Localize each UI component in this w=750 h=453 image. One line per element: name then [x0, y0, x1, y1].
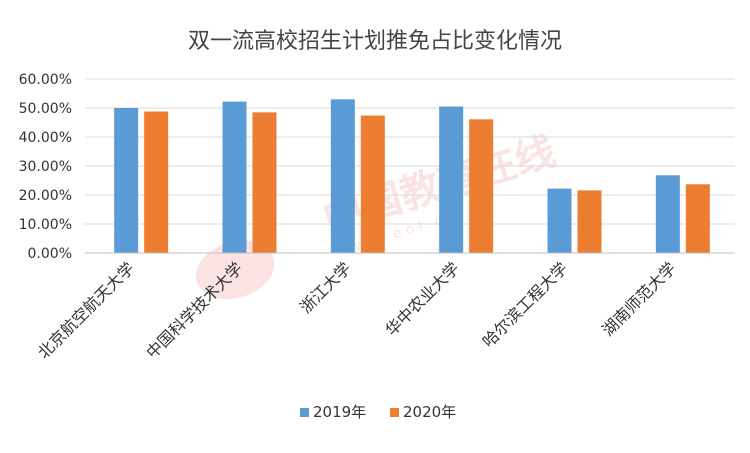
legend-swatch [390, 408, 399, 417]
legend-label: 2020年 [403, 403, 456, 421]
bar-series-1 [222, 101, 247, 254]
bars [114, 99, 710, 254]
legend-label: 2019年 [313, 403, 366, 421]
x-category-label: 北京航空航天大学 [34, 258, 138, 362]
y-tick-label: 60.00% [19, 72, 72, 88]
x-axis-categories: 北京航空航天大学 中国科学技术大学 浙江大学 华中农业大学 哈尔滨工程大学 湖南师范大学 [34, 258, 680, 362]
x-category-label: 哈尔滨工程大学 [479, 258, 572, 351]
y-tick-label: 50.00% [19, 101, 72, 117]
bar-series-1 [114, 108, 139, 253]
y-tick-label: 40.00% [19, 130, 72, 146]
y-tick-label: 0.00% [28, 246, 72, 262]
bar-series-1 [439, 106, 464, 253]
bar-series-2 [144, 111, 169, 253]
x-category-label: 华中农业大学 [382, 258, 463, 339]
y-tick-label: 20.00% [19, 188, 72, 204]
bar-series-1 [330, 99, 355, 253]
bar-series-2 [360, 115, 385, 253]
legend-swatch [300, 408, 309, 417]
y-tick-label: 10.00% [19, 217, 72, 233]
chart-title: 双一流高校招生计划推免占比变化情况 [188, 29, 562, 54]
bar-series-1 [547, 188, 572, 253]
bar-series-2 [469, 119, 494, 253]
x-category-label: 浙江大学 [296, 258, 355, 317]
y-axis-ticks: 0.00% 10.00% 20.00% 30.00% 40.00% 50.00% 60.00… [19, 72, 72, 262]
bar-series-2 [685, 184, 710, 253]
bar-series-1 [655, 175, 680, 253]
x-category-label: 湖南师范大学 [598, 258, 679, 339]
x-category-label: 中国科学技术大学 [142, 258, 246, 362]
gridlines [85, 78, 735, 225]
bar-series-2 [252, 112, 277, 253]
legend: 2019年 2020年 [300, 403, 456, 421]
bar-series-2 [577, 190, 602, 253]
y-tick-label: 30.00% [19, 159, 72, 175]
